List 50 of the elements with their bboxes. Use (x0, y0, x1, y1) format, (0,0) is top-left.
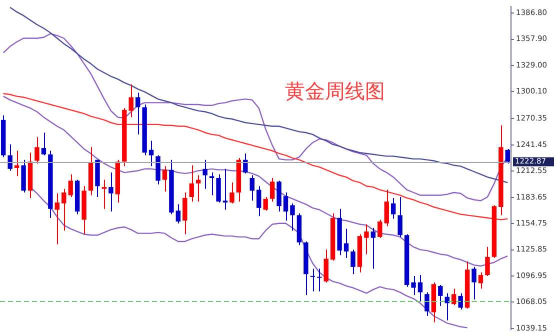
candlestick (189, 164, 194, 202)
candlestick (256, 186, 262, 217)
text: 黄金周线图 (285, 78, 385, 105)
candlestick (350, 249, 356, 275)
candlestick (424, 292, 430, 316)
candlestick (398, 196, 402, 238)
candlestick (230, 182, 234, 204)
candlestick (62, 188, 66, 232)
candlestick (202, 159, 208, 190)
candlestick (472, 266, 476, 300)
candlestick (478, 272, 484, 290)
candlestick (209, 172, 214, 196)
candlestick (505, 148, 510, 164)
candlestick (378, 219, 382, 238)
candlestick (182, 192, 188, 235)
candlestick (41, 132, 46, 156)
candlestick (176, 204, 181, 224)
candlestick (34, 136, 40, 164)
candlestick (68, 174, 73, 198)
candlestick (263, 196, 268, 212)
candlestick (270, 177, 275, 202)
candlestick (324, 249, 328, 283)
candlestick (8, 144, 12, 172)
candlestick (390, 197, 396, 220)
candlestick (418, 274, 423, 302)
candlestick (364, 224, 369, 255)
candlestick (216, 174, 221, 203)
candlestick (243, 152, 248, 174)
candlestick (451, 288, 456, 306)
candlestick (148, 140, 154, 167)
candlestick (485, 246, 490, 276)
candlestick (370, 227, 376, 270)
candlestick (54, 192, 60, 245)
candlestick (128, 84, 134, 118)
candlestick (310, 268, 316, 292)
candlestick (108, 172, 114, 212)
candlestick (458, 292, 463, 310)
candlestick (102, 179, 107, 210)
candlestick (290, 202, 295, 232)
candlestick (438, 284, 443, 306)
candlestick (344, 228, 349, 258)
candlestick (384, 189, 389, 227)
candlestick (135, 92, 140, 135)
candlestick (250, 174, 254, 202)
candlestick (283, 192, 288, 222)
candlestick (196, 174, 201, 202)
candlestick (411, 275, 416, 296)
candlestick (162, 166, 168, 192)
candlestick (222, 168, 228, 210)
candlestick (317, 268, 322, 292)
